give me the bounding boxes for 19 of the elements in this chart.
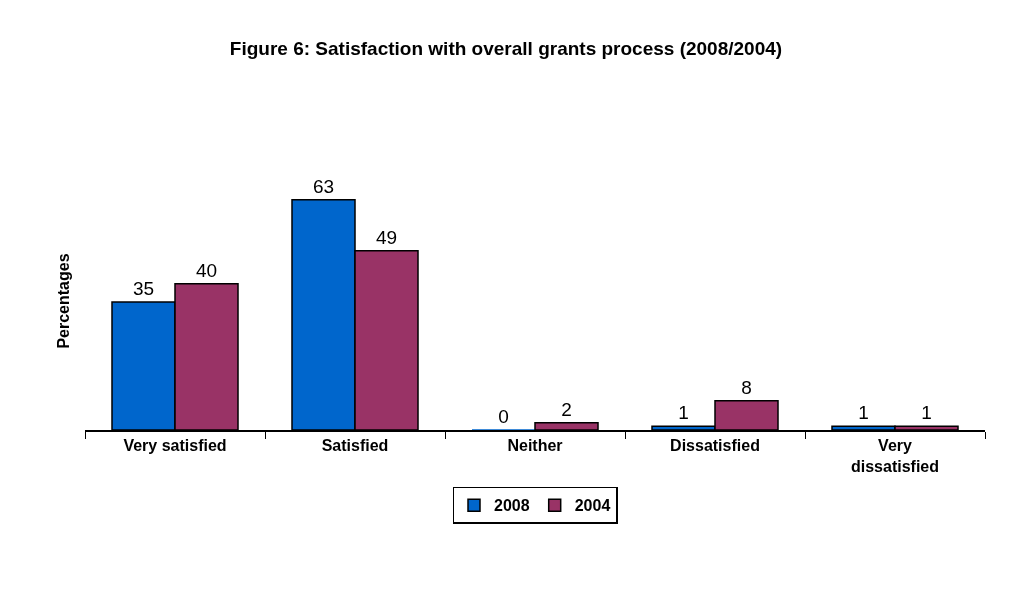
data-label: 1 (858, 402, 869, 424)
x-tick-label: Satisfied (321, 436, 389, 454)
legend-label: 2008 (494, 497, 530, 515)
x-tick-label: Neither (507, 436, 563, 454)
data-label: 0 (498, 406, 509, 427)
data-label: 49 (375, 226, 398, 248)
data-label: 40 (195, 259, 218, 281)
x-tick-label: Very dissatisfied (850, 436, 940, 475)
data-label: 35 (132, 278, 155, 300)
data-label: 2 (561, 398, 572, 420)
x-tick-label: Dissatisfied (670, 436, 760, 454)
y-axis-title: Percentages (54, 253, 72, 349)
chart-title: Figure 6: Satisfaction with overall grants process (2008/2004) (229, 37, 783, 59)
data-label: 8 (741, 376, 752, 398)
data-label: 1 (921, 402, 932, 424)
data-label: 63 (312, 175, 335, 197)
x-tick-label: Very satisfied (123, 436, 227, 454)
data-label: 1 (678, 402, 689, 424)
legend-label: 2004 (574, 497, 611, 515)
